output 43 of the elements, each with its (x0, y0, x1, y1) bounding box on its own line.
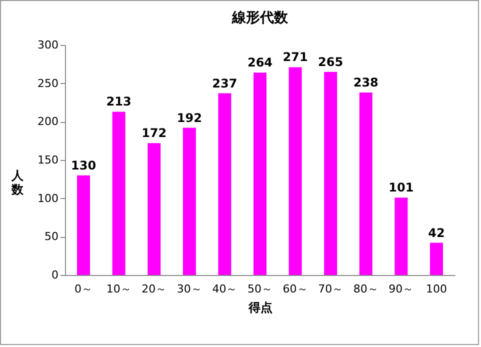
bar (182, 128, 196, 275)
data-label: 237 (212, 76, 238, 90)
y-tick-label: 50 (44, 230, 58, 244)
bar (359, 92, 372, 275)
bar (77, 175, 90, 275)
data-label: 101 (388, 180, 414, 195)
bar (218, 93, 232, 275)
data-label: 264 (247, 56, 273, 70)
x-tick-label: 90～ (388, 282, 414, 296)
x-tick-label: 10～ (106, 282, 132, 296)
y-tick-label: 250 (38, 76, 58, 90)
x-tick-label: 70～ (318, 282, 344, 296)
x-axis-title: 得点 (248, 300, 272, 314)
x-tick-label: 30～ (176, 282, 202, 296)
bar (288, 67, 302, 275)
y-axis-title: 人数 (10, 168, 24, 196)
y-tick-label: 200 (38, 115, 58, 128)
data-label: 130 (71, 158, 96, 172)
bar (254, 72, 266, 275)
data-label: 172 (142, 126, 167, 140)
bar (112, 112, 126, 275)
x-tick-label: 100 (426, 282, 447, 296)
y-tick-label: 150 (38, 154, 58, 166)
bar (324, 72, 338, 275)
x-tick-label: 40～ (212, 282, 238, 296)
data-label: 192 (176, 110, 202, 125)
data-label: 265 (318, 54, 344, 69)
bar (430, 242, 443, 275)
data-label: 213 (106, 94, 132, 109)
y-tick-label: 0 (52, 268, 58, 282)
chart-title: 線形代数 (231, 10, 289, 26)
x-tick-label: 80～ (353, 282, 378, 296)
data-label: 42 (428, 226, 445, 240)
x-tick-label: 60～ (282, 282, 308, 296)
y-tick-label: 300 (38, 38, 58, 52)
x-tick-label: 50～ (248, 282, 272, 296)
bar (394, 198, 408, 275)
x-tick-label: 0～ (74, 282, 93, 296)
data-label: 271 (282, 50, 308, 64)
bar (148, 143, 161, 275)
y-tick-label: 100 (38, 192, 58, 205)
x-tick-label: 20～ (142, 282, 167, 296)
data-label: 238 (353, 76, 378, 90)
